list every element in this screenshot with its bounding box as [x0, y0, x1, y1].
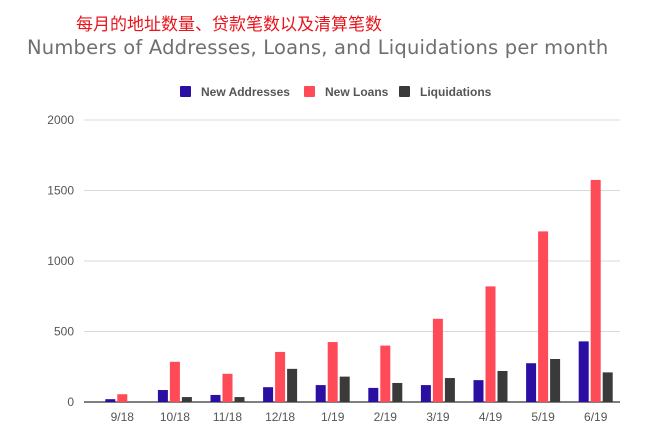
y-tick-label: 0 [67, 395, 74, 409]
bar-liquidations [287, 368, 298, 402]
bar-new-loans [432, 318, 443, 402]
bar-new-loans [590, 179, 601, 402]
chart-title: Numbers of Addresses, Loans, and Liquida… [27, 36, 609, 59]
legend-swatch [180, 86, 191, 97]
x-tick-label: 10/18 [160, 410, 190, 424]
bar-new-loans [169, 361, 180, 402]
legend-swatch [399, 86, 410, 97]
x-tick-label: 11/18 [213, 410, 242, 424]
bar-liquidations [234, 397, 245, 402]
x-tick-label: 1/19 [321, 410, 345, 424]
bar-new-addresses [105, 399, 116, 402]
bars [105, 179, 613, 402]
bar-new-loans [117, 394, 128, 402]
bar-new-addresses [315, 385, 326, 402]
y-axis-ticks: 0 500 1000 1500 2000 [47, 113, 74, 409]
bar-new-addresses [263, 387, 274, 402]
bar-liquidations [181, 397, 192, 402]
x-tick-label: 3/19 [426, 410, 450, 424]
legend-label: Liquidations [420, 85, 492, 99]
bar-liquidations [392, 382, 403, 402]
bar-liquidations [444, 378, 455, 402]
y-tick-label: 500 [54, 325, 74, 339]
legend-swatch [304, 86, 315, 97]
y-tick-label: 1500 [47, 184, 74, 198]
bar-liquidations [602, 372, 613, 402]
bar-new-loans [327, 342, 338, 402]
bar-liquidations [550, 358, 561, 402]
bar-new-loans [380, 345, 391, 402]
x-tick-label: 2/19 [374, 410, 398, 424]
legend-label: New Loans [325, 85, 389, 99]
x-tick-label: 4/19 [479, 410, 503, 424]
bar-liquidations [339, 376, 350, 402]
bar-new-addresses [157, 390, 168, 402]
x-tick-label: 12/18 [265, 410, 295, 424]
x-tick-label: 5/19 [531, 410, 555, 424]
y-tick-label: 1000 [47, 254, 74, 268]
bar-new-loans [485, 286, 496, 402]
x-tick-label: 9/18 [111, 410, 135, 424]
bar-liquidations [497, 370, 508, 402]
bar-new-loans [275, 351, 286, 402]
bar-new-addresses [368, 387, 379, 402]
bar-new-addresses [420, 385, 431, 402]
chinese-title: 每月的地址数量、贷款笔数以及清算笔数 [76, 15, 382, 35]
legend: New Addresses New Loans Liquidations [180, 85, 492, 99]
bar-new-addresses [210, 394, 221, 402]
x-axis-ticks: 9/18 10/18 11/18 12/18 1/19 2/19 3/19 4/19 5/19 6… [111, 410, 608, 424]
bar-new-loans [538, 231, 549, 402]
bar-new-addresses [526, 363, 537, 402]
bar-new-addresses [473, 380, 484, 402]
bar-new-addresses [578, 341, 589, 402]
x-tick-label: 6/19 [584, 410, 608, 424]
y-tick-label: 2000 [47, 113, 74, 127]
bar-new-loans [222, 373, 233, 402]
legend-label: New Addresses [201, 85, 290, 99]
